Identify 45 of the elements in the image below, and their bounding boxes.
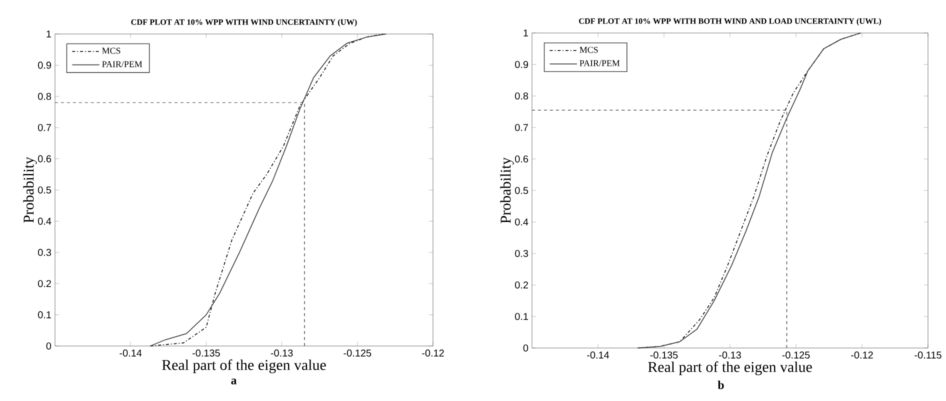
- y-axis-title: Probability: [500, 157, 514, 224]
- x-tick-label: -0.13: [270, 350, 293, 357]
- y-tick-label: 0: [523, 344, 528, 352]
- x-tick-label: -0.12: [422, 350, 444, 357]
- y-tick-label: 0.1: [38, 311, 51, 318]
- x-axis-title: Real part of the eigen value: [648, 361, 812, 376]
- y-tick-label: 0.8: [38, 92, 52, 100]
- y-tick-label: 0.7: [515, 124, 528, 132]
- y-tick-label: 1: [524, 30, 528, 36]
- x-axis-title: Real part of the eigen value: [162, 359, 326, 374]
- y-tick-label: 0.5: [515, 186, 528, 194]
- y-tick-label: 0.2: [515, 281, 528, 289]
- legend-label: PAIR/PEM: [102, 61, 142, 68]
- x-tick-label: -0.135: [192, 350, 220, 357]
- text: b: [718, 380, 724, 390]
- y-tick-label: 0.8: [515, 92, 528, 100]
- y-tick-label: 0.6: [515, 155, 528, 163]
- x-tick-label: -0.14: [120, 350, 142, 357]
- y-tick-label: 0.9: [515, 60, 528, 68]
- y-tick-label: 0.4: [38, 218, 52, 225]
- y-tick-label: 0.1: [515, 312, 528, 320]
- x-tick-label: -0.125: [344, 350, 372, 357]
- y-tick-label: 0.9: [38, 62, 52, 69]
- y-tick-label: 0: [46, 342, 52, 350]
- y-tick-label: 1: [46, 30, 51, 38]
- y-tick-label: 0.4: [515, 218, 528, 226]
- y-tick-label: 0.3: [38, 248, 52, 256]
- y-tick-label: 0.3: [515, 250, 528, 258]
- y-axis-title: Probability: [23, 156, 37, 223]
- text: a: [231, 378, 237, 384]
- y-tick-label: 0.2: [38, 280, 51, 288]
- x-tick-label: -0.13: [719, 352, 741, 359]
- legend-label: MCS: [102, 48, 120, 54]
- x-tick-label: -0.135: [650, 352, 678, 359]
- x-tick-label: -0.125: [782, 352, 810, 359]
- x-tick-label: -0.14: [587, 352, 610, 359]
- chart-title: CDF PLOT AT 10% WPP WITH BOTH WIND AND LOAD UNCERTAINTY (UWL): [579, 18, 882, 26]
- legend-label: PAIR/PEM: [580, 60, 620, 66]
- legend-label: MCS: [580, 46, 598, 53]
- x-tick-label: -0.115: [914, 352, 942, 359]
- x-tick-label: -0.12: [851, 352, 873, 359]
- y-tick-label: 0.5: [38, 186, 52, 194]
- y-tick-label: 0.6: [38, 155, 52, 162]
- y-tick-label: 0.7: [38, 124, 51, 132]
- chart-title: CDF PLOT AT 10% WPP WITH WIND UNCERTAINTY (UW): [131, 19, 357, 26]
